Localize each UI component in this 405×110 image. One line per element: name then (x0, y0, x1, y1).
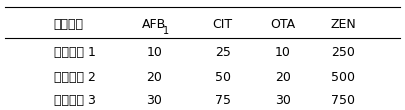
Text: 加标水平 2: 加标水平 2 (54, 71, 96, 84)
Text: 750: 750 (331, 94, 355, 107)
Text: 25: 25 (215, 46, 230, 59)
Text: 75: 75 (215, 94, 230, 107)
Text: 30: 30 (146, 94, 162, 107)
Text: 30: 30 (275, 94, 291, 107)
Text: 10: 10 (146, 46, 162, 59)
Text: 1: 1 (163, 26, 169, 36)
Text: ZEN: ZEN (330, 18, 356, 31)
Text: 20: 20 (146, 71, 162, 84)
Text: 加标水平 1: 加标水平 1 (54, 46, 96, 59)
Text: AFB: AFB (142, 18, 166, 31)
Text: 10: 10 (275, 46, 291, 59)
Text: CIT: CIT (213, 18, 233, 31)
Text: 250: 250 (331, 46, 355, 59)
Text: 500: 500 (331, 71, 355, 84)
Text: 50: 50 (215, 71, 230, 84)
Text: 20: 20 (275, 71, 291, 84)
Text: 实验水平: 实验水平 (54, 18, 84, 31)
Text: OTA: OTA (271, 18, 296, 31)
Text: 加标水平 3: 加标水平 3 (54, 94, 96, 107)
